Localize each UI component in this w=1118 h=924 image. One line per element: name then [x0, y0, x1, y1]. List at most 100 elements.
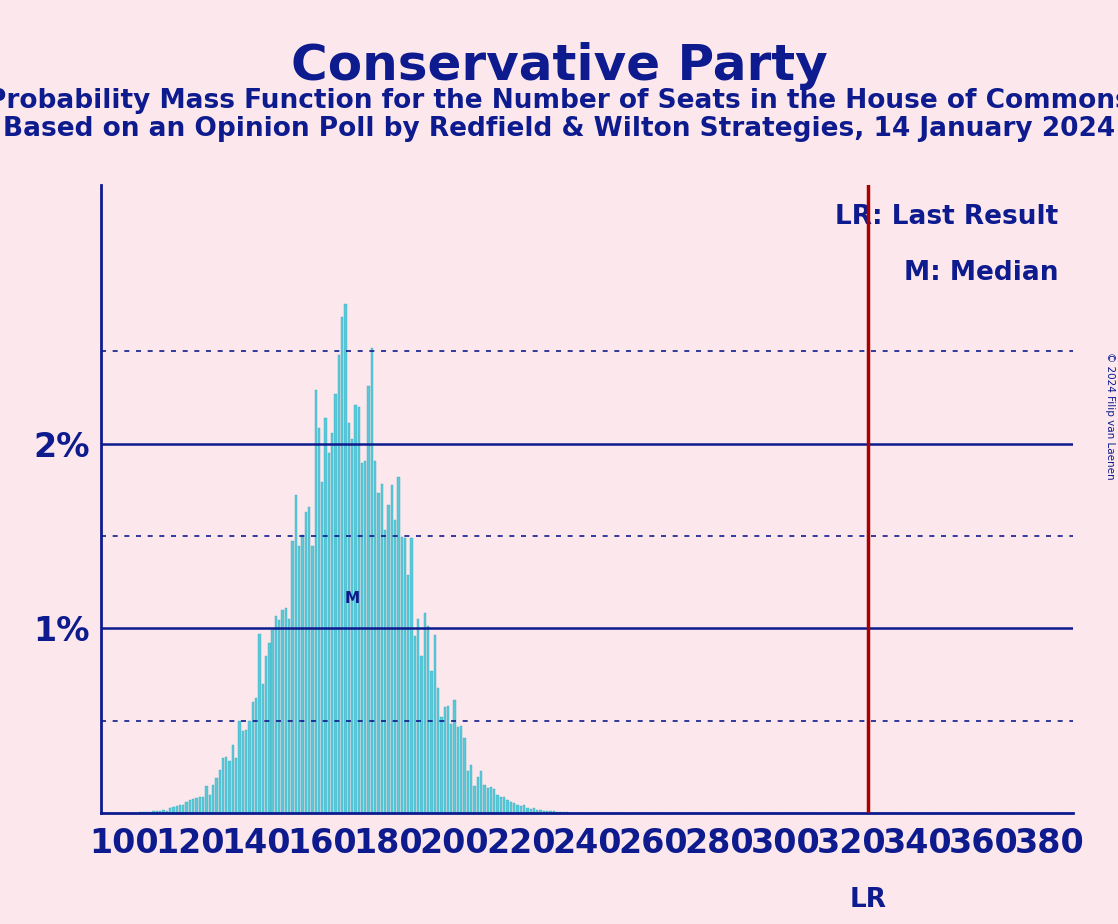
Bar: [390, 484, 392, 813]
Bar: [404, 538, 406, 813]
Bar: [556, 812, 558, 813]
Bar: [288, 619, 291, 813]
Bar: [307, 507, 310, 813]
Bar: [192, 799, 195, 813]
Bar: [199, 796, 201, 813]
Bar: [152, 811, 154, 813]
Bar: [470, 765, 472, 813]
Bar: [517, 805, 519, 813]
Bar: [189, 800, 191, 813]
Bar: [202, 796, 205, 813]
Bar: [216, 778, 218, 813]
Bar: [328, 453, 330, 813]
Bar: [268, 643, 271, 813]
Bar: [196, 798, 198, 813]
Bar: [394, 520, 396, 813]
Text: Based on an Opinion Poll by Redfield & Wilton Strategies, 14 January 2024: Based on an Opinion Poll by Redfield & W…: [3, 116, 1115, 141]
Bar: [159, 810, 161, 813]
Bar: [321, 482, 323, 813]
Bar: [527, 808, 529, 813]
Bar: [155, 811, 158, 813]
Text: Conservative Party: Conservative Party: [291, 42, 827, 90]
Bar: [338, 355, 340, 813]
Bar: [245, 730, 247, 813]
Bar: [447, 706, 449, 813]
Bar: [444, 707, 446, 813]
Text: © 2024 Filip van Laenen: © 2024 Filip van Laenen: [1106, 352, 1115, 480]
Bar: [212, 784, 215, 813]
Bar: [503, 796, 505, 813]
Bar: [206, 786, 208, 813]
Bar: [361, 463, 363, 813]
Bar: [451, 723, 453, 813]
Bar: [262, 684, 264, 813]
Bar: [552, 811, 555, 813]
Bar: [228, 760, 230, 813]
Bar: [383, 529, 387, 813]
Bar: [248, 721, 250, 813]
Bar: [348, 423, 350, 813]
Bar: [493, 788, 495, 813]
Bar: [496, 795, 499, 813]
Bar: [186, 802, 188, 813]
Bar: [265, 655, 267, 813]
Bar: [221, 759, 225, 813]
Bar: [407, 576, 409, 813]
Bar: [278, 620, 281, 813]
Bar: [331, 433, 333, 813]
Bar: [397, 478, 399, 813]
Bar: [334, 395, 337, 813]
Bar: [523, 805, 525, 813]
Bar: [209, 796, 211, 813]
Bar: [387, 505, 389, 813]
Bar: [282, 611, 284, 813]
Bar: [324, 418, 326, 813]
Bar: [542, 811, 546, 813]
Bar: [311, 546, 313, 813]
Bar: [454, 700, 456, 813]
Bar: [378, 492, 380, 813]
Bar: [301, 535, 304, 813]
Bar: [149, 811, 151, 813]
Bar: [461, 725, 463, 813]
Bar: [354, 405, 357, 813]
Bar: [318, 428, 320, 813]
Bar: [285, 608, 287, 813]
Bar: [466, 771, 470, 813]
Bar: [533, 808, 536, 813]
Bar: [437, 687, 439, 813]
Bar: [299, 546, 301, 813]
Bar: [520, 806, 522, 813]
Bar: [371, 348, 373, 813]
Bar: [165, 810, 168, 813]
Text: Probability Mass Function for the Number of Seats in the House of Commons: Probability Mass Function for the Number…: [0, 88, 1118, 114]
Bar: [304, 512, 307, 813]
Bar: [231, 745, 234, 813]
Bar: [490, 787, 492, 813]
Bar: [351, 439, 353, 813]
Text: LR: LR: [850, 887, 887, 913]
Bar: [424, 614, 426, 813]
Bar: [314, 390, 316, 813]
Bar: [537, 810, 539, 813]
Bar: [375, 461, 377, 813]
Bar: [506, 800, 509, 813]
Bar: [457, 726, 459, 813]
Bar: [486, 787, 489, 813]
Bar: [420, 656, 423, 813]
Bar: [295, 495, 297, 813]
Bar: [162, 810, 164, 813]
Bar: [540, 809, 542, 813]
Bar: [182, 805, 184, 813]
Bar: [258, 634, 260, 813]
Bar: [513, 803, 515, 813]
Text: M: Median: M: Median: [904, 261, 1059, 286]
Bar: [483, 785, 485, 813]
Text: M: M: [344, 591, 360, 606]
Bar: [169, 808, 171, 813]
Bar: [380, 483, 383, 813]
Bar: [427, 626, 429, 813]
Bar: [341, 317, 343, 813]
Bar: [430, 671, 433, 813]
Bar: [272, 630, 274, 813]
